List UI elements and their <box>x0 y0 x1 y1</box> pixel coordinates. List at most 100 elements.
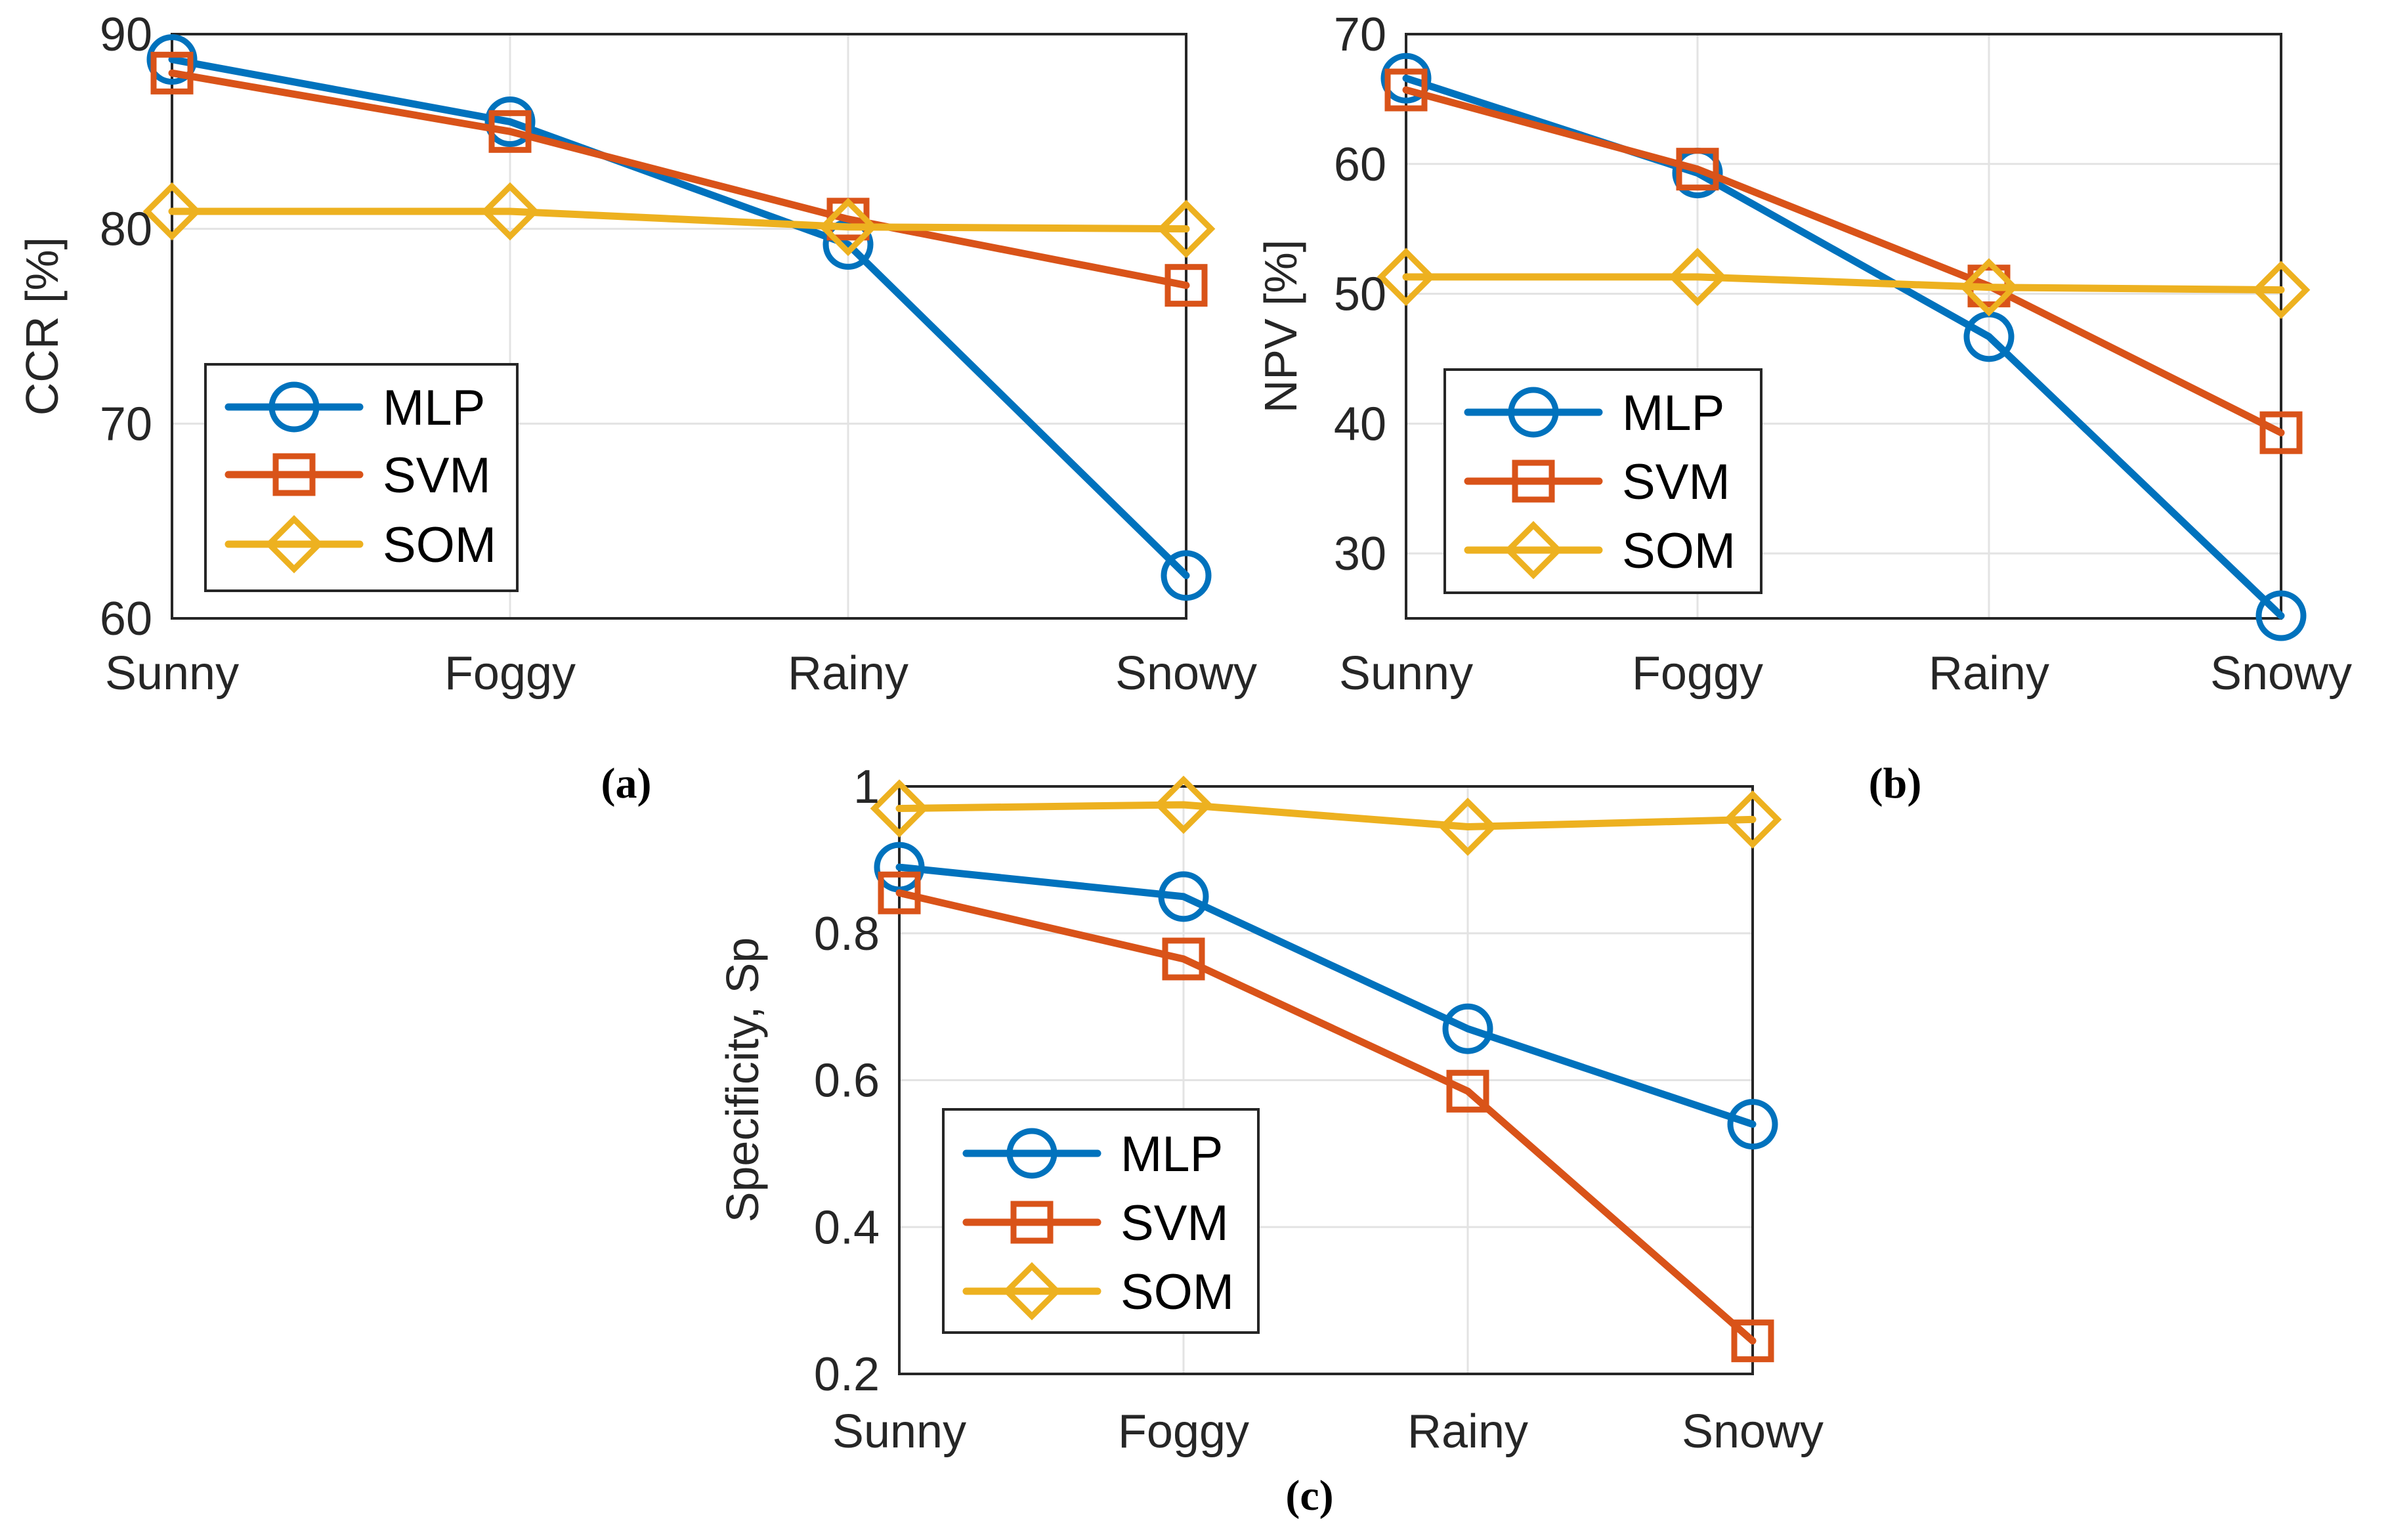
y-axis-label-a: CCR [%] <box>16 237 68 416</box>
legend-marker-som <box>1002 1262 1061 1321</box>
axis-box-b <box>1405 33 2282 620</box>
x-tick-label: Rainy <box>1407 1405 1528 1458</box>
series-line-som <box>895 801 1757 831</box>
legend-b: MLP SVM SOM <box>1443 368 1762 594</box>
x-ticks-c: Sunny Foggy Rainy Snowy <box>832 1405 1824 1458</box>
y-tick-label: 80 <box>100 203 152 256</box>
data-point-mlp <box>146 34 198 85</box>
data-point-som <box>1154 775 1213 834</box>
y-tick-label: 0.2 <box>814 1348 880 1401</box>
series-layer-a <box>142 34 1216 601</box>
x-tick-label: Foggy <box>1632 647 1763 700</box>
data-point-mlp <box>1158 871 1209 922</box>
series-line-mlp <box>168 56 1190 580</box>
data-point-mlp <box>2255 590 2307 641</box>
series-layer-b <box>1377 53 2311 641</box>
series-line-mlp <box>1402 74 2285 620</box>
x-ticks-a: Sunny Foggy Rainy Snowy <box>105 647 1257 700</box>
x-tick-label: Snowy <box>2210 647 2352 700</box>
y-tick-label: 0.4 <box>814 1201 880 1254</box>
data-point-som <box>1723 790 1782 849</box>
data-point-som <box>2252 261 2311 319</box>
data-point-som <box>481 182 540 241</box>
data-point-som <box>1438 798 1497 856</box>
x-tick-label: Rainy <box>788 647 908 700</box>
series-layer-c <box>870 775 1782 1363</box>
y-tick-label: 70 <box>100 398 152 450</box>
y-tick-label: 50 <box>1334 268 1386 321</box>
data-point-som <box>1959 258 2018 317</box>
data-point-som <box>1668 247 1727 307</box>
legend-marker-svm <box>1512 460 1555 503</box>
legend-marker-svm <box>1010 1201 1054 1244</box>
legend-label-svm: SVM <box>1121 1195 1229 1251</box>
legend-marker-svm <box>272 453 316 496</box>
legend-label-som: SOM <box>1622 523 1736 579</box>
y-tick-label: 90 <box>100 9 152 61</box>
legend-label-mlp: MLP <box>1622 385 1724 441</box>
data-point-svm <box>488 110 532 153</box>
y-tick-label: 60 <box>1334 139 1386 191</box>
panel-caption-a: (a) <box>601 759 652 807</box>
data-point-svm <box>1162 937 1205 981</box>
x-tick-label: Snowy <box>1682 1405 1824 1458</box>
legend-marker-mlp <box>268 381 320 433</box>
data-point-svm <box>2259 411 2303 454</box>
data-point-svm <box>150 51 194 95</box>
data-point-som <box>870 779 929 838</box>
data-point-svm <box>878 871 921 914</box>
x-tick-label: Rainy <box>1929 647 2049 700</box>
series-line-svm <box>168 69 1190 289</box>
data-point-som <box>1157 200 1216 259</box>
data-point-mlp <box>1380 53 1432 104</box>
x-tick-label: Snowy <box>1115 647 1257 700</box>
data-point-som <box>1377 247 1436 307</box>
x-tick-label: Sunny <box>105 647 239 700</box>
data-point-svm <box>1731 1319 1774 1363</box>
legend-label-svm: SVM <box>383 448 491 503</box>
y-axis-label-b: NPV [%] <box>1255 240 1306 414</box>
data-point-svm <box>1676 148 1719 191</box>
x-tick-label: Sunny <box>1339 647 1473 700</box>
y-ticks-b: 30 40 50 60 70 <box>1334 9 1386 580</box>
y-tick-label: 40 <box>1334 398 1386 450</box>
panel-caption-b: (b) <box>1869 759 1922 807</box>
legend-label-svm: SVM <box>1622 454 1730 510</box>
legend-label-mlp: MLP <box>383 380 485 436</box>
x-tick-label: Foggy <box>444 647 576 700</box>
series-line-som <box>168 207 1190 233</box>
panel-caption-c: (c) <box>1285 1472 1333 1520</box>
chart-panel-c: 0.2 0.4 0.6 0.8 1 Sunny Foggy Rainy Snowy Speci… <box>717 761 1824 1520</box>
series-line-som <box>1402 273 2285 294</box>
axis-box-a <box>171 33 1187 620</box>
legend-label-mlp: MLP <box>1121 1126 1223 1182</box>
data-point-mlp <box>1442 1003 1493 1054</box>
data-point-mlp <box>1161 550 1212 601</box>
y-ticks-c: 0.2 0.4 0.6 0.8 1 <box>814 761 880 1401</box>
y-tick-label: 0.6 <box>814 1055 880 1107</box>
series-line-mlp <box>895 863 1757 1128</box>
legend-a: MLP SVM SOM <box>204 363 519 592</box>
data-point-mlp <box>1727 1099 1778 1150</box>
chart-panel-a: 60 70 80 90 Sunny Foggy Rainy Snowy CCR [%] ML… <box>16 9 1257 807</box>
y-ticks-a: 60 70 80 90 <box>100 9 152 645</box>
series-line-svm <box>895 889 1757 1345</box>
data-point-svm <box>1164 264 1208 307</box>
y-tick-label: 1 <box>853 761 880 813</box>
y-tick-label: 0.8 <box>814 908 880 960</box>
legend-marker-mlp <box>1508 387 1559 438</box>
x-tick-label: Foggy <box>1118 1405 1249 1458</box>
legend-marker-som <box>265 515 324 574</box>
y-tick-label: 70 <box>1334 9 1386 61</box>
legend-marker-mlp <box>1006 1128 1057 1179</box>
data-point-som <box>142 182 202 241</box>
data-point-mlp <box>484 96 536 147</box>
data-point-svm <box>1446 1069 1489 1113</box>
series-line-svm <box>1402 86 2285 437</box>
legend-c: MLP SVM SOM <box>942 1108 1260 1334</box>
legend-label-som: SOM <box>1121 1264 1234 1320</box>
legend-label-som: SOM <box>383 517 496 573</box>
y-axis-label-c: Specificity, Sp <box>717 937 768 1222</box>
